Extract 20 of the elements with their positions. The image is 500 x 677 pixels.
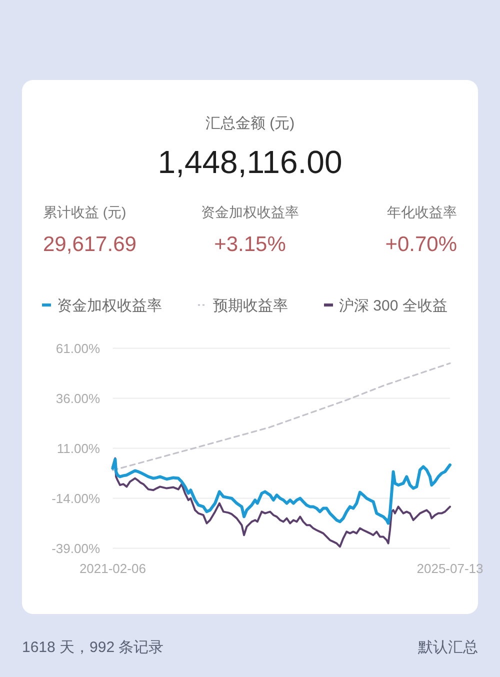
y-tick-label: 11.00%: [56, 440, 100, 456]
x-tick-label: 2021-02-06: [79, 561, 146, 576]
title: 汇总金额 (元): [205, 115, 295, 132]
legend-label: 预期收益率: [213, 298, 288, 314]
stat-label: 年化收益率: [387, 204, 457, 220]
note: 1618 天，992 条记录: [22, 639, 164, 656]
x-tick-label: 2025-07-13: [416, 561, 484, 576]
stat-value: 29,617.69: [43, 233, 136, 256]
stat-label: 累计收益 (元): [43, 204, 126, 220]
legend-label: 沪深 300 全收益: [339, 298, 448, 314]
note: 默认汇总: [418, 639, 478, 656]
y-tick-label: -14.00%: [52, 490, 100, 506]
y-tick-label: -39.00%: [52, 540, 100, 556]
y-tick-label: 36.00%: [56, 390, 100, 406]
stat-value: +0.70%: [385, 233, 457, 256]
subtitle: 1,448,116.00: [158, 144, 342, 180]
legend-label: 资金加权收益率: [57, 298, 162, 314]
y-tick-label: 61.00%: [56, 340, 100, 356]
stat-label: 资金加权收益率: [201, 204, 299, 220]
stat-value: +3.15%: [214, 233, 286, 256]
